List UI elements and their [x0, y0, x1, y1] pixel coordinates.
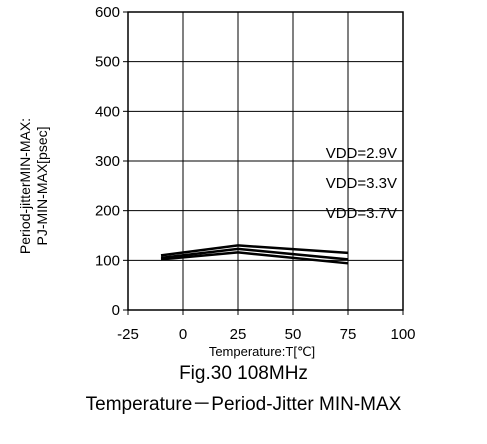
series-lines	[160, 244, 349, 265]
figure-number: Fig.30 108MHz	[179, 363, 308, 384]
tick-labels: 0 100 200 300 400 500 600 -25 0 25 50 75 100	[95, 4, 416, 343]
grid	[123, 11, 404, 315]
y-tick-label: 500	[95, 54, 120, 71]
legend-label: VDD=3.7V	[326, 205, 397, 222]
y-tick-label: 200	[95, 203, 120, 220]
y-tick-label: 0	[112, 302, 120, 319]
y-axis-label-line1: Period-jitterMIN-MAX:	[17, 118, 33, 254]
x-tick-label: 75	[340, 326, 357, 343]
x-tick-label: -25	[117, 326, 139, 343]
legend-label: VDD=2.9V	[326, 145, 397, 162]
y-axis-label-line2: PJ-MIN-MAX[psec]	[34, 126, 50, 245]
figure-title: Temperature－Period-Jitter MIN-MAX	[85, 394, 402, 415]
y-tick-label: 300	[95, 153, 120, 170]
x-tick-label: 0	[179, 326, 187, 343]
series-line	[160, 244, 349, 257]
y-tick-label: 100	[95, 252, 120, 269]
series-line	[160, 247, 349, 261]
chart: 0 100 200 300 400 500 600 -25 0 25 50 75 100 VDD=2.9…	[17, 4, 416, 359]
y-tick-label: 600	[95, 4, 120, 21]
x-axis-label: Temperature:T[℃]	[209, 344, 315, 359]
series-line	[160, 251, 349, 265]
plot-border	[127, 11, 404, 311]
legend: VDD=2.9V VDD=3.3V VDD=3.7V	[326, 145, 397, 222]
x-tick-label: 100	[390, 326, 415, 343]
x-tick-label: 25	[230, 326, 247, 343]
legend-label: VDD=3.3V	[326, 175, 397, 192]
x-tick-label: 50	[285, 326, 302, 343]
y-tick-label: 400	[95, 103, 120, 120]
